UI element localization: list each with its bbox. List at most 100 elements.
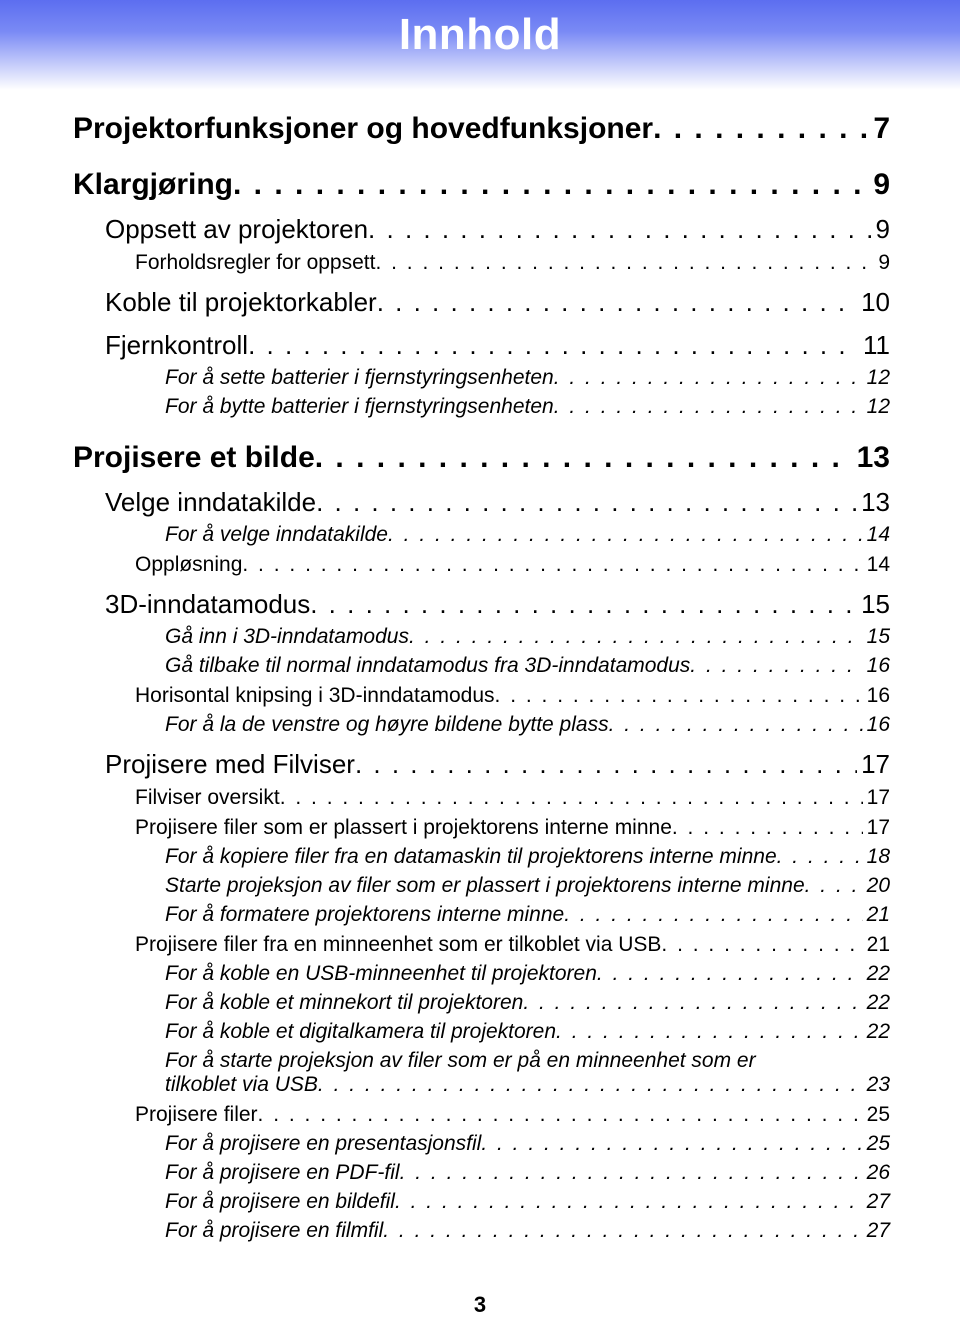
toc-label: For å sette batterier i fjernstyringsenh… [165, 366, 554, 390]
toc-entry[interactable]: For å koble en USB-minneenhet til projek… [165, 962, 890, 986]
toc-entry[interactable]: Koble til projektorkabler. . . . . . . .… [105, 287, 890, 318]
toc-entry[interactable]: Projisere et bilde. . . . . . . . . . . … [73, 441, 890, 475]
toc-label: Starte projeksjon av filer som er plasse… [165, 874, 805, 898]
toc-entry[interactable]: For å formatere projektorens interne min… [165, 903, 890, 927]
toc-dots: . . . . . . . . . . . . . . . . . . . . … [395, 1190, 863, 1214]
toc-label: Gå tilbake til normal inndatamodus fra 3… [165, 654, 690, 678]
toc-dots: . . . . . . . . . . . . . . . . . . . . … [597, 962, 863, 986]
toc-label: 3D-inndatamodus [105, 589, 310, 620]
toc-entry[interactable]: Projektorfunksjoner og hovedfunksjoner. … [73, 112, 890, 146]
toc-label: Oppløsning [135, 553, 242, 577]
toc-entry[interactable]: For å kopiere filer fra en datamaskin ti… [165, 845, 890, 869]
toc-dots: . . . . . . . . . . . . . . . . . . . . … [690, 654, 862, 678]
toc-dots: . . . . . . . . . . . . . . . . . . . . … [368, 214, 871, 245]
toc-page: 13 [857, 487, 890, 518]
toc-label: Klargjøring [73, 168, 233, 202]
toc-page: 21 [863, 903, 890, 927]
toc-dots: . . . . . . . . . . . . . . . . . . . . … [653, 112, 869, 146]
toc-entry[interactable]: For å projisere en filmfil. . . . . . . … [165, 1219, 890, 1243]
toc-label: For å koble et minnekort til projektoren [165, 991, 523, 1015]
toc-entry[interactable]: Starte projeksjon av filer som er plasse… [165, 874, 890, 898]
toc-entry[interactable]: Oppsett av projektoren. . . . . . . . . … [105, 214, 890, 245]
toc-label: Filviser oversikt [135, 786, 280, 810]
toc-page: 11 [859, 330, 890, 361]
toc-dots: . . . . . . . . . . . . . . . . . . . . … [523, 991, 862, 1015]
toc-entry[interactable]: For å koble et digitalkamera til projekt… [165, 1020, 890, 1044]
toc-page: 21 [863, 933, 890, 957]
toc-page: 10 [857, 287, 890, 318]
toc-page: 9 [874, 251, 890, 275]
toc-page: 22 [863, 991, 890, 1015]
page-number: 3 [0, 1292, 960, 1318]
toc-page: 7 [869, 112, 890, 146]
toc-page: 17 [863, 816, 890, 840]
toc-label: For å la de venstre og høyre bildene byt… [165, 713, 609, 737]
toc-entry[interactable]: Horisontal knipsing i 3D-inndatamodus. .… [135, 684, 890, 708]
toc-dots: . . . . . . . . . . . . . . . . . . . . … [315, 441, 853, 475]
toc-label: Koble til projektorkabler [105, 287, 377, 318]
toc-entry[interactable]: 3D-inndatamodus. . . . . . . . . . . . .… [105, 589, 890, 620]
toc-entry[interactable]: For å projisere en bildefil. . . . . . .… [165, 1190, 890, 1214]
toc-dots: . . . . . . . . . . . . . . . . . . . . … [248, 330, 859, 361]
toc-entry[interactable]: Gå inn i 3D-inndatamodus. . . . . . . . … [165, 625, 890, 649]
toc-page: 20 [863, 874, 890, 898]
toc-page: 25 [863, 1132, 890, 1156]
toc-page: 15 [857, 589, 890, 620]
toc-dots: . . . . . . . . . . . . . . . . . . . . … [318, 1073, 863, 1097]
toc-label: For å projisere en PDF-fil [165, 1161, 400, 1185]
toc-dots: . . . . . . . . . . . . . . . . . . . . … [400, 1161, 863, 1185]
toc-entry[interactable]: Klargjøring. . . . . . . . . . . . . . .… [73, 168, 890, 202]
toc-dots: . . . . . . . . . . . . . . . . . . . . … [258, 1103, 863, 1127]
toc-label: For å starte projeksjon av filer som er … [165, 1049, 890, 1073]
toc-page: 22 [863, 1020, 890, 1044]
toc-page: 17 [857, 749, 890, 780]
toc-entry[interactable]: Fjernkontroll. . . . . . . . . . . . . .… [105, 330, 890, 361]
toc-dots: . . . . . . . . . . . . . . . . . . . . … [805, 874, 863, 898]
toc-entry[interactable]: For å sette batterier i fjernstyringsenh… [165, 366, 890, 390]
toc-entry[interactable]: Oppløsning. . . . . . . . . . . . . . . … [135, 553, 890, 577]
toc-entry[interactable]: For å koble et minnekort til projektoren… [165, 991, 890, 1015]
toc-dots: . . . . . . . . . . . . . . . . . . . . … [375, 251, 874, 275]
toc-dots: . . . . . . . . . . . . . . . . . . . . … [672, 816, 863, 840]
toc-page: 18 [863, 845, 890, 869]
toc-page: 14 [863, 553, 890, 577]
toc-label: Fjernkontroll [105, 330, 248, 361]
toc-entry[interactable]: For å projisere en presentasjonsfil. . .… [165, 1132, 890, 1156]
toc-page: 16 [863, 713, 890, 737]
toc-dots: . . . . . . . . . . . . . . . . . . . . … [481, 1132, 862, 1156]
page: Innhold Projektorfunksjoner og hovedfunk… [0, 0, 960, 1343]
toc-page: 23 [863, 1073, 890, 1097]
toc-entry[interactable]: Forholdsregler for oppsett. . . . . . . … [135, 251, 890, 275]
toc-entry[interactable]: For å velge inndatakilde. . . . . . . . … [165, 523, 890, 547]
toc-dots: . . . . . . . . . . . . . . . . . . . . … [554, 366, 863, 390]
toc-dots: . . . . . . . . . . . . . . . . . . . . … [310, 589, 857, 620]
toc-entry[interactable]: For å bytte batterier i fjernstyringsenh… [165, 395, 890, 419]
toc-label: Projektorfunksjoner og hovedfunksjoner [73, 112, 653, 146]
toc-page: 9 [869, 168, 890, 202]
toc-entry[interactable]: Gå tilbake til normal inndatamodus fra 3… [165, 654, 890, 678]
toc-dots: . . . . . . . . . . . . . . . . . . . . … [355, 749, 857, 780]
toc-entry[interactable]: Projisere filer fra en minneenhet som er… [135, 933, 890, 957]
toc-entry[interactable]: For å starte projeksjon av filer som er … [165, 1049, 890, 1097]
toc-page: 16 [863, 654, 890, 678]
toc-label: Projisere med Filviser [105, 749, 355, 780]
title-banner: Innhold [0, 0, 960, 90]
toc-label: Projisere filer som er plassert i projek… [135, 816, 672, 840]
toc-page: 22 [863, 962, 890, 986]
toc-page: 12 [863, 395, 890, 419]
toc-page: 27 [863, 1190, 890, 1214]
toc-dots: . . . . . . . . . . . . . . . . . . . . … [242, 553, 862, 577]
toc-entry[interactable]: Projisere filer. . . . . . . . . . . . .… [135, 1103, 890, 1127]
toc-page: 14 [863, 523, 890, 547]
toc-entry[interactable]: Velge inndatakilde. . . . . . . . . . . … [105, 487, 890, 518]
toc-entry[interactable]: For å projisere en PDF-fil. . . . . . . … [165, 1161, 890, 1185]
toc-label: For å koble en USB-minneenhet til projek… [165, 962, 597, 986]
toc-dots: . . . . . . . . . . . . . . . . . . . . … [280, 786, 863, 810]
toc-entry[interactable]: Projisere med Filviser. . . . . . . . . … [105, 749, 890, 780]
toc-label: For å projisere en presentasjonsfil [165, 1132, 481, 1156]
toc-entry[interactable]: Projisere filer som er plassert i projek… [135, 816, 890, 840]
toc-entry[interactable]: Filviser oversikt. . . . . . . . . . . .… [135, 786, 890, 810]
toc-entry[interactable]: For å la de venstre og høyre bildene byt… [165, 713, 890, 737]
toc-label: For å velge inndatakilde [165, 523, 388, 547]
toc-label: Projisere et bilde [73, 441, 315, 475]
